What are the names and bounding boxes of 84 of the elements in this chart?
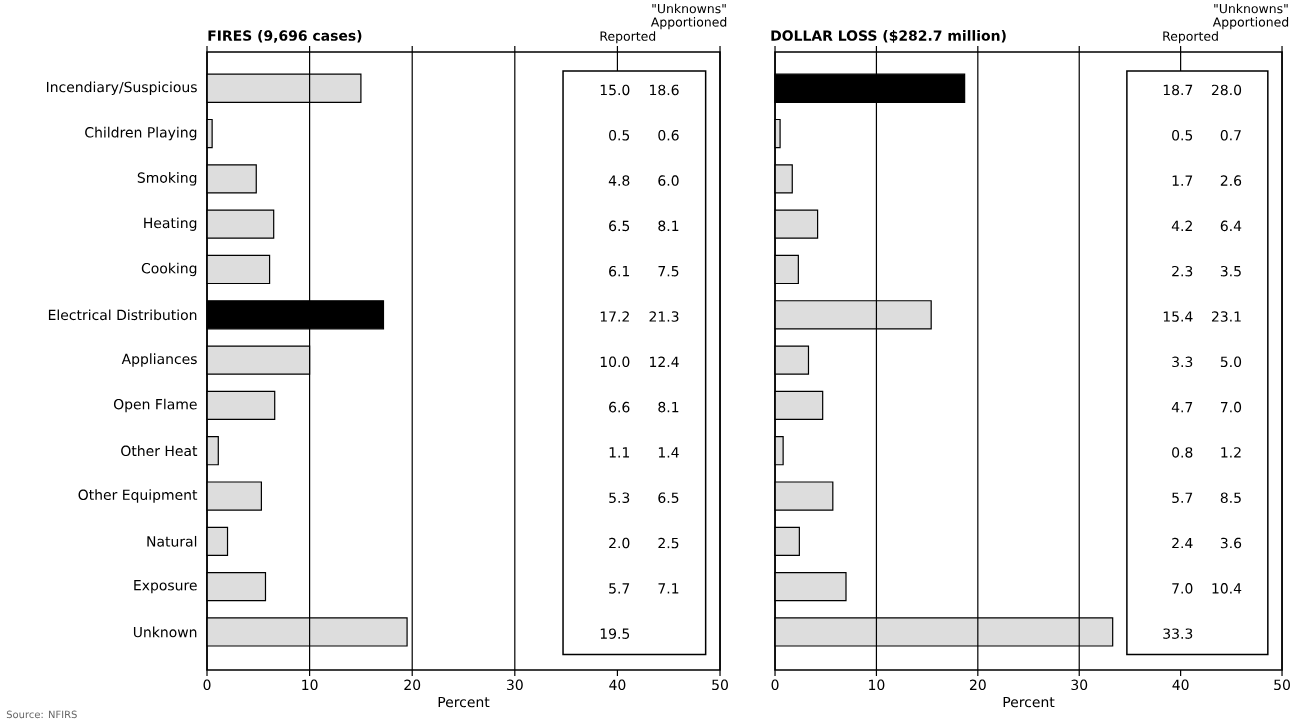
annotation: 2.5 <box>658 537 679 549</box>
annotation: 0.7 <box>1220 129 1241 141</box>
x-tick-label: 40 <box>609 679 626 691</box>
data-label: 7.0 <box>1172 583 1193 594</box>
data-label: 5.3 <box>609 492 630 504</box>
annotation: 18.6 <box>650 84 679 96</box>
data-label: 4.7 <box>1171 402 1193 413</box>
y-tick-label: Electrical Distribution <box>48 309 197 321</box>
data-label: 2.0 <box>609 537 630 549</box>
annotation: 5.0 <box>1220 356 1242 368</box>
x-tick-label: 0 <box>203 679 211 691</box>
x-tick-label: 10 <box>869 679 885 691</box>
x-tick-label: 30 <box>1071 679 1088 691</box>
annotation: 6.4 <box>1220 220 1242 232</box>
annotation: 0.6 <box>658 129 679 141</box>
text: "Unknowns" Apportioned <box>650 3 727 30</box>
data-label: 15.4 <box>1163 311 1193 322</box>
y-tick-label: Other Equipment <box>78 489 198 503</box>
data-label: 1.7 <box>1172 175 1193 186</box>
y-tick-label: Heating <box>144 217 197 231</box>
x-tick-label: 20 <box>969 679 986 691</box>
chart-title: DOLLAR LOSS ($282.7 million) <box>771 30 1006 43</box>
chart-title: FIRES (9,696 cases) <box>208 30 362 43</box>
x-tick-label: 10 <box>302 679 318 691</box>
annotation: 6.5 <box>658 492 679 504</box>
annotation: 3.5 <box>1220 265 1241 277</box>
y-tick-label: Cooking <box>141 262 197 277</box>
annotation: 1.4 <box>658 447 679 458</box>
x-tick-label: 0 <box>771 679 779 691</box>
x-tick-label: 20 <box>404 679 421 691</box>
data-label: 4.2 <box>1171 220 1192 231</box>
x-axis-title: Percent <box>438 696 490 708</box>
data-label: 2.3 <box>1172 265 1193 277</box>
data-label: 18.7 <box>1163 84 1193 96</box>
y-tick-label: Open Flame <box>113 398 197 413</box>
annotation: 2.6 <box>1220 175 1242 186</box>
data-label: 0.5 <box>1172 129 1193 141</box>
data-label: 17.2 <box>600 311 629 322</box>
text: "Unknowns" Apportioned <box>1212 3 1289 30</box>
data-label: 33.3 <box>1163 628 1193 639</box>
data-label: 19.5 <box>600 628 630 639</box>
data-label: 1.1 <box>609 447 630 458</box>
data-label: 0.8 <box>1172 447 1193 458</box>
data-label: 6.1 <box>609 265 630 277</box>
x-tick-label: 50 <box>712 679 728 691</box>
y-tick-label: Children Playing <box>85 126 197 141</box>
y-tick-label: Other Heat <box>121 445 198 457</box>
annotation: 7.5 <box>658 266 679 277</box>
annotation: 21.3 <box>649 311 679 322</box>
annotation: 7.1 <box>658 583 679 594</box>
data-label: 15.0 <box>600 84 630 96</box>
source-note: Source: NFIRS <box>6 710 77 719</box>
x-tick-label: 50 <box>1274 679 1290 691</box>
y-tick-label: Exposure <box>134 580 197 594</box>
x-tick-label: 40 <box>1172 679 1189 691</box>
y-tick-label: Appliances <box>121 353 197 367</box>
y-tick-label: Natural <box>147 535 197 547</box>
text: Reported <box>1163 31 1218 44</box>
data-label: 6.5 <box>609 220 630 232</box>
y-tick-label: Unknown <box>133 626 197 638</box>
x-tick-label: 30 <box>507 679 523 691</box>
x-axis-title: Percent <box>1003 696 1055 708</box>
data-label: 5.7 <box>1172 492 1193 504</box>
data-label: 2.4 <box>1172 537 1193 549</box>
annotation: 8.1 <box>658 220 679 232</box>
data-label: 5.7 <box>609 583 630 594</box>
text: Reported <box>600 31 656 44</box>
data-label: 3.3 <box>1172 356 1193 368</box>
annotation: 10.4 <box>1212 583 1242 594</box>
y-tick-label: Smoking <box>137 172 197 186</box>
annotation: 8.1 <box>658 401 679 413</box>
annotation: 1.2 <box>1221 447 1241 458</box>
y-tick-label: Incendiary/Suspicious <box>46 81 197 95</box>
annotation: 28.0 <box>1211 84 1242 96</box>
annotation: 8.5 <box>1220 492 1241 504</box>
data-label: 0.5 <box>609 129 630 141</box>
annotation: 23.1 <box>1211 311 1241 322</box>
data-label: 10.0 <box>600 356 630 368</box>
data-label: 6.6 <box>609 401 630 413</box>
annotation: 6.0 <box>658 175 679 186</box>
annotation: 7.0 <box>1220 401 1242 413</box>
annotation: 12.4 <box>650 356 679 367</box>
annotation: 3.6 <box>1220 537 1242 549</box>
data-label: 4.8 <box>608 175 630 186</box>
